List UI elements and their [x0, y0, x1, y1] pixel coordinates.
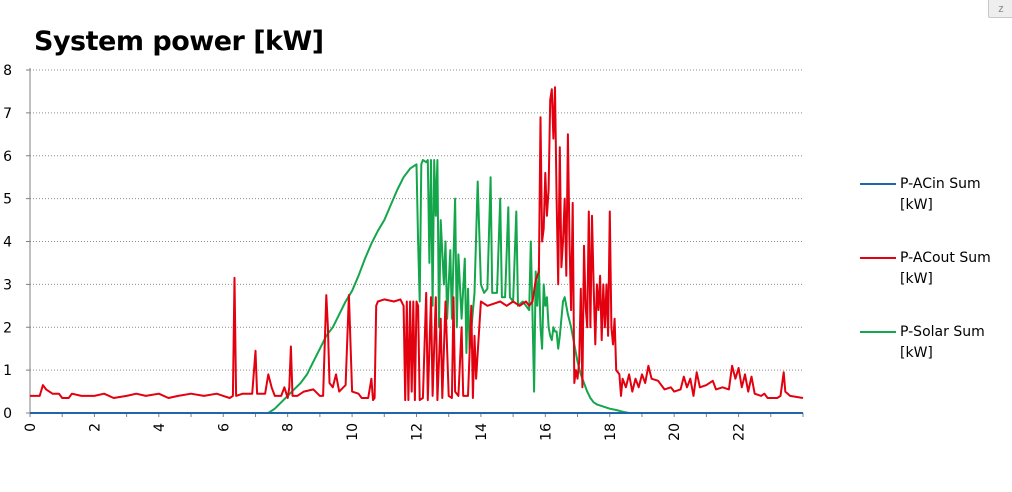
legend-label-acin: P-ACin Sum [kW]: [900, 176, 981, 213]
legend-swatch-acout: [860, 257, 896, 259]
y-tick-label-4: 4: [3, 235, 12, 251]
chart-title: System power [kW]: [34, 26, 324, 57]
x-tick-label-16: 16: [538, 423, 554, 441]
corner-scroll-button[interactable]: z: [988, 0, 1012, 18]
x-tick-label-14: 14: [474, 423, 490, 441]
y-tick-label-6: 6: [3, 149, 12, 165]
y-tick-label-3: 3: [3, 277, 12, 293]
x-tick-label-22: 22: [732, 423, 748, 441]
x-tick-label-2: 2: [87, 423, 103, 432]
y-tick-label-2: 2: [3, 320, 12, 336]
series-line-1: [30, 86, 804, 402]
x-tick-label-20: 20: [667, 423, 683, 441]
legend-item-acin: P-ACin Sum [kW]: [860, 172, 1010, 246]
y-tick-label-7: 7: [3, 106, 12, 122]
series-lines: [30, 86, 804, 414]
x-tick-label-10: 10: [345, 423, 361, 441]
legend-item-solar: P-Solar Sum [kW]: [860, 320, 1010, 394]
x-tick-label-8: 8: [281, 423, 297, 432]
y-tick-label-5: 5: [3, 192, 12, 208]
legend-item-acout: P-ACout Sum [kW]: [860, 246, 1010, 320]
x-tick-label-6: 6: [216, 423, 232, 432]
series-line-2: [30, 159, 803, 414]
y-tick-label-0: 0: [3, 406, 12, 422]
legend-label-solar: P-Solar Sum [kW]: [900, 324, 985, 361]
x-tick-label-4: 4: [152, 423, 168, 432]
legend-label-acout: P-ACout Sum [kW]: [900, 250, 991, 287]
legend-swatch-acin: [860, 183, 896, 185]
y-tick-label-1: 1: [3, 363, 12, 379]
x-tick-label-0: 0: [23, 423, 39, 432]
x-tick-label-12: 12: [410, 423, 426, 441]
y-tick-labels: 0 1 2 3 4 5 6 7 8: [3, 63, 12, 422]
y-tick-label-8: 8: [3, 63, 12, 79]
legend: P-ACin Sum [kW] P-ACout Sum [kW] P-Solar…: [860, 172, 1010, 394]
x-tick-labels: 0 2 4 6 8 10 12 14 16 18 20 22: [23, 423, 748, 441]
legend-swatch-solar: [860, 331, 896, 333]
x-tick-label-18: 18: [603, 423, 619, 441]
